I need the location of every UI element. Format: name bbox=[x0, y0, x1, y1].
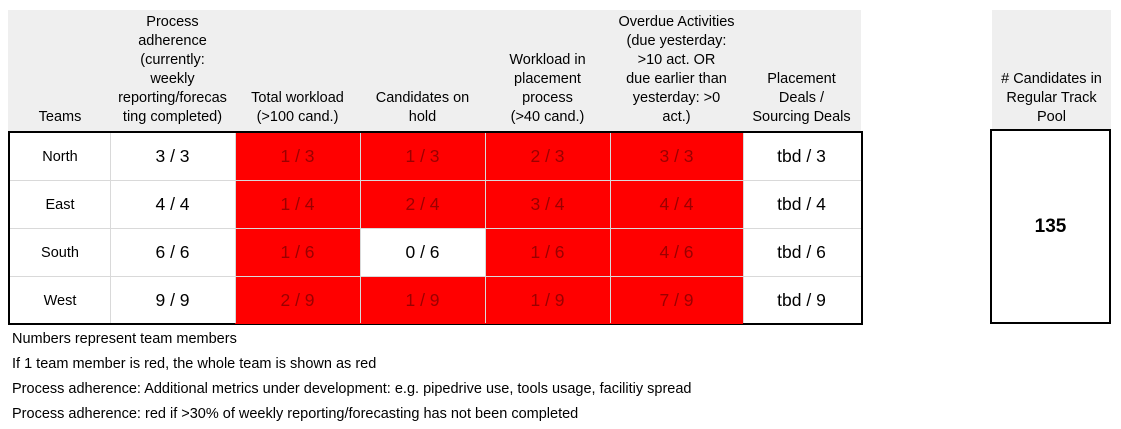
status-cell: 3 / 3 bbox=[155, 146, 190, 166]
pool-count-value: 135 bbox=[1034, 215, 1067, 237]
column-header-label: Candidates on hold bbox=[375, 90, 470, 125]
column-divider bbox=[485, 133, 486, 323]
team-name-cell: East bbox=[45, 196, 75, 213]
status-cell: 1 / 6 bbox=[485, 229, 610, 276]
column-divider bbox=[235, 133, 236, 323]
footnote: Process adherence: Additional metrics un… bbox=[12, 381, 692, 397]
team-name-cell: South bbox=[41, 244, 79, 261]
team-status-table bbox=[8, 131, 863, 325]
header-teams: Teams bbox=[10, 10, 110, 130]
status-cell: 1 / 9 bbox=[485, 277, 610, 324]
header-workload-placement: Workload in placement process (>40 cand.… bbox=[485, 10, 610, 130]
status-cell: 4 / 4 bbox=[610, 181, 743, 228]
column-header-label: Total workload (>100 cand.) bbox=[251, 90, 344, 125]
status-cell: 3 / 3 bbox=[610, 133, 743, 180]
header-placement-deals: Placement Deals / Sourcing Deals bbox=[743, 10, 860, 130]
status-cell: tbd / 4 bbox=[777, 194, 826, 214]
footnotes: Numbers represent team members If 1 team… bbox=[12, 327, 691, 427]
team-name-cell: West bbox=[43, 292, 77, 309]
status-cell: 2 / 3 bbox=[485, 133, 610, 180]
status-cell: 0 / 6 bbox=[405, 242, 440, 262]
row-divider bbox=[10, 228, 861, 229]
column-header-label: Process adherence (currently: weekly rep… bbox=[118, 14, 227, 125]
column-header-label: Workload in placement process (>40 cand.… bbox=[509, 52, 586, 125]
status-cell: tbd / 6 bbox=[777, 242, 826, 262]
header-candidates-on-hold: Candidates on hold bbox=[360, 10, 485, 130]
status-cell: 1 / 6 bbox=[235, 229, 360, 276]
status-cell: 1 / 9 bbox=[360, 277, 485, 324]
status-cell: tbd / 9 bbox=[777, 290, 826, 310]
column-divider bbox=[360, 133, 361, 323]
status-cell: 6 / 6 bbox=[155, 242, 190, 262]
status-cell: 2 / 4 bbox=[360, 181, 485, 228]
column-header-label: Teams bbox=[38, 109, 82, 125]
column-divider bbox=[610, 133, 611, 323]
footnote: If 1 team member is red, the whole team … bbox=[12, 356, 377, 372]
status-cell: 3 / 4 bbox=[485, 181, 610, 228]
column-header-label: Placement Deals / Sourcing Deals bbox=[752, 71, 851, 125]
column-header-label: Overdue Activities (due yesterday: >10 a… bbox=[618, 14, 735, 125]
pool-count-box: 135 bbox=[990, 129, 1111, 324]
header-process-adherence: Process adherence (currently: weekly rep… bbox=[110, 10, 235, 130]
status-cell: 1 / 3 bbox=[235, 133, 360, 180]
header-total-workload: Total workload (>100 cand.) bbox=[235, 10, 360, 130]
table-header-background bbox=[8, 10, 861, 131]
status-cell: 4 / 6 bbox=[610, 229, 743, 276]
team-name-cell: North bbox=[42, 148, 78, 165]
pool-header-background bbox=[992, 10, 1111, 131]
status-cell: 7 / 9 bbox=[610, 277, 743, 324]
status-cell: 4 / 4 bbox=[155, 194, 190, 214]
status-cell: 9 / 9 bbox=[155, 290, 190, 310]
status-cell: tbd / 3 bbox=[777, 146, 826, 166]
column-divider bbox=[110, 133, 111, 323]
column-divider bbox=[743, 133, 744, 323]
header-overdue-activities: Overdue Activities (due yesterday: >10 a… bbox=[610, 10, 743, 130]
status-cell: 1 / 3 bbox=[360, 133, 485, 180]
footnote: Numbers represent team members bbox=[12, 331, 237, 347]
status-cell: 2 / 9 bbox=[235, 277, 360, 324]
row-divider bbox=[10, 180, 861, 181]
row-divider bbox=[10, 276, 861, 277]
status-cell: 1 / 4 bbox=[235, 181, 360, 228]
pool-header: # Candidates in Regular Track Pool bbox=[992, 10, 1111, 130]
footnote: Process adherence: red if >30% of weekly… bbox=[12, 406, 579, 422]
pool-header-label: # Candidates in Regular Track Pool bbox=[1001, 71, 1102, 125]
